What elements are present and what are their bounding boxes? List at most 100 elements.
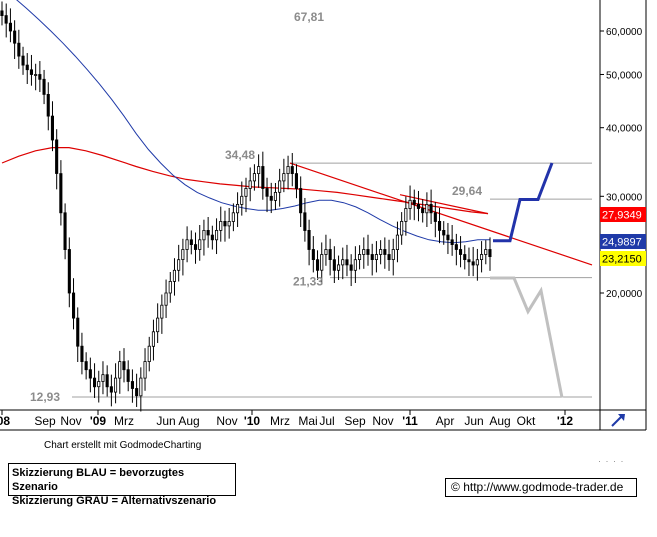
- x-tick-label: '12: [557, 414, 574, 428]
- price-candle: [315, 250, 320, 281]
- website-link[interactable]: © http://www.godmode-trader.de: [445, 478, 637, 497]
- separator-dots: · · · ·: [598, 456, 625, 466]
- price-candle: [193, 232, 198, 264]
- price-candle: [467, 247, 471, 277]
- price-candle: [223, 210, 227, 242]
- value-badge-label: 27,9349: [602, 210, 642, 222]
- x-tick-label: '10: [244, 414, 261, 428]
- price-candle: [290, 153, 294, 187]
- website-url[interactable]: http://www.godmode-trader.de: [463, 480, 624, 494]
- price-candle: [320, 242, 324, 285]
- price-candle: [42, 69, 46, 105]
- annotation-label: 21,33: [293, 275, 323, 289]
- x-tick-label: Mrz: [270, 414, 290, 428]
- x-tick-label: Apr: [436, 414, 455, 428]
- price-candle: [366, 234, 370, 266]
- price-candle: [160, 294, 164, 334]
- trend-arrow-icon[interactable]: [602, 411, 645, 429]
- price-candle: [429, 189, 433, 224]
- x-tick-label: Jun: [156, 414, 175, 428]
- x-tick-label: '11: [402, 414, 418, 428]
- price-candle: [336, 255, 341, 281]
- price-candle: [181, 238, 185, 276]
- price-candle: [151, 319, 156, 361]
- price-candle: [357, 245, 362, 270]
- y-axis-ticks: 60,0000 50,0000 40,0000 30,0000 20,0000: [600, 27, 643, 300]
- price-candle: [210, 225, 214, 250]
- price-candle: [130, 369, 135, 403]
- price-candle: [240, 181, 244, 216]
- y-tick-label: 60,0000: [606, 27, 643, 38]
- price-candle: [235, 192, 240, 228]
- price-candle: [488, 237, 492, 271]
- price-candle: [416, 190, 420, 222]
- x-tick-label: Nov: [372, 414, 393, 428]
- price-candle: [278, 168, 282, 207]
- x-tick-label: Nov: [216, 414, 237, 428]
- price-candle: [252, 164, 257, 191]
- price-candle: [114, 363, 118, 404]
- price-candle: [72, 278, 76, 330]
- price-candle: [273, 183, 277, 211]
- price-candle: [261, 151, 265, 200]
- x-tick-label: Okt: [517, 414, 536, 428]
- value-badges: 27,9349 24,9897 23,2150: [600, 207, 646, 266]
- price-candle: [463, 245, 467, 270]
- y-tick-label: 40,0000: [606, 124, 643, 135]
- price-candle: [332, 246, 336, 284]
- price-candle: [38, 61, 42, 93]
- price-candle: [0, 1, 4, 26]
- price-candle: [379, 240, 383, 265]
- price-candle: [13, 20, 17, 60]
- x-tick-label: Jul: [319, 414, 334, 428]
- annotations: 67,81 34,48 29,64 21,33 12,93: [30, 10, 482, 404]
- price-candle: [345, 244, 349, 277]
- price-candle: [454, 233, 458, 266]
- scenarios: [490, 162, 564, 398]
- price-candle: [294, 164, 298, 199]
- price-candle: [471, 246, 475, 277]
- price-candle: [59, 160, 63, 226]
- price-candle: [109, 374, 113, 407]
- price-candle: [219, 206, 223, 242]
- price-candle: [257, 154, 261, 188]
- price-candle: [55, 129, 59, 190]
- price-candle: [458, 236, 463, 268]
- price-candle: [433, 202, 437, 238]
- price-candle: [139, 367, 143, 412]
- price-candle: [404, 196, 408, 236]
- price-candle: [105, 365, 109, 397]
- legend-grey-scenario: Skizzierung GRAU = Alternativszenario: [12, 495, 217, 507]
- price-candle: [265, 177, 269, 213]
- price-candle: [25, 53, 29, 85]
- legend-blue-scenario: Skizzierung BLAU = bevorzugtes Szenario: [12, 467, 185, 493]
- price-candle: [143, 348, 147, 391]
- price-candle: [67, 237, 71, 308]
- price-candle: [475, 248, 479, 281]
- price-candle: [484, 240, 488, 265]
- price-candle: [198, 224, 202, 261]
- price-candle: [214, 218, 219, 255]
- price-candle: [299, 176, 303, 228]
- price-candle: [374, 241, 378, 273]
- price-candle: [122, 348, 126, 383]
- price-candle: [286, 155, 290, 190]
- annotation-label: 12,93: [30, 390, 60, 404]
- x-tick-label: Nov: [60, 414, 81, 428]
- price-candle: [450, 224, 454, 256]
- price-candle: [46, 82, 50, 131]
- price-candle: [29, 54, 33, 86]
- price-candle: [101, 361, 105, 395]
- annotation-label: 67,81: [294, 10, 324, 24]
- price-candle: [341, 247, 345, 280]
- price-candle: [324, 234, 328, 266]
- annotation-label: 34,48: [225, 148, 255, 162]
- value-badge: 24,9897: [600, 234, 646, 249]
- price-candle: [391, 238, 395, 276]
- price-candle: [442, 221, 446, 245]
- price-candle: [282, 158, 286, 193]
- price-candle: [227, 207, 231, 239]
- price-candle: [185, 226, 189, 263]
- x-tick-label: '09: [90, 414, 107, 428]
- price-candle: [50, 101, 54, 152]
